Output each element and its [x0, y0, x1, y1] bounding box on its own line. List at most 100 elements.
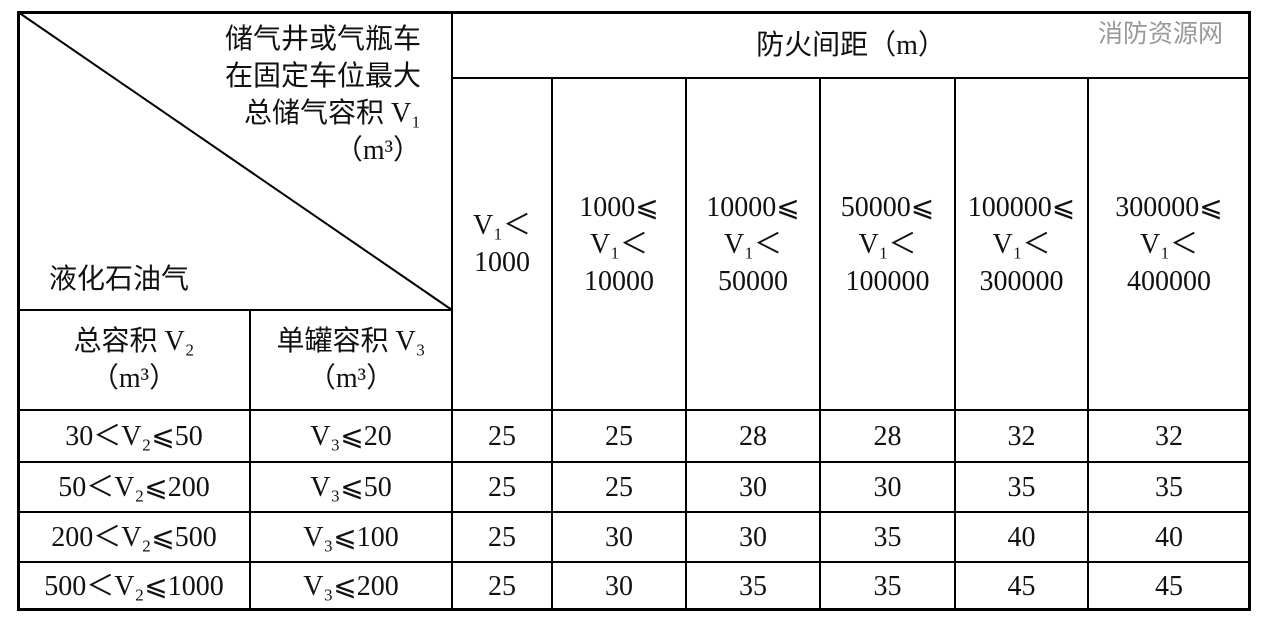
cell-text: 25: [605, 420, 633, 452]
cell-text: 35: [1155, 471, 1183, 503]
diagonal-top-text: 在固定车位最大: [224, 61, 421, 92]
cell-text: 25: [488, 471, 516, 503]
cell-text: V₃⩽200: [303, 570, 399, 602]
row-label: V₃⩽100: [250, 512, 452, 562]
cell-text: V₃⩽100: [303, 521, 399, 553]
cell-text: V₃⩽50: [310, 471, 392, 503]
cell-text: V₁＜: [473, 210, 531, 241]
row-label: V₃⩽200: [250, 562, 452, 610]
cell-text: 300000: [979, 265, 1064, 297]
table-value: 28: [820, 410, 955, 462]
cell-text: 25: [605, 471, 633, 503]
column-header: 50000⩽ V₁＜ 100000: [820, 78, 955, 410]
diagonal-bottom-text: 液化石油气: [49, 264, 190, 295]
cell-text: V₁＜: [1140, 228, 1198, 260]
row-label: 50＜V₂⩽200: [18, 462, 250, 512]
cell-text: 100000⩽: [967, 191, 1076, 223]
cell-text: V₃⩽20: [310, 420, 392, 452]
cell-text: 28: [873, 420, 902, 452]
diagonal-header: 储气井或气瓶车 在固定车位最大总储气容积 V₁ （m³） 液化石油气: [18, 12, 452, 310]
row-label: 200＜V₂⩽500: [18, 512, 250, 562]
table-value: 30: [686, 462, 820, 512]
cell-text: 40: [1007, 521, 1036, 553]
cell-text: 防火间距（m）: [756, 29, 946, 61]
cell-text: V₁＜: [590, 228, 648, 260]
watermark: 消防资源网: [1098, 19, 1224, 48]
table-value: 30: [552, 562, 686, 610]
diagonal-line: [17, 11, 453, 311]
table-value: 45: [955, 562, 1088, 610]
column-header: V₁＜ 1000: [452, 78, 552, 410]
cell-text: 400000: [1127, 265, 1211, 297]
column-header: 1000⩽ V₁＜ 10000: [552, 78, 686, 410]
cell-text: 总容积 V₂: [73, 326, 195, 357]
column-header: 10000⩽ V₁＜ 50000: [686, 78, 820, 410]
cell-text: 30: [873, 471, 902, 503]
column-header: 100000⩽ V₁＜ 300000: [955, 78, 1088, 410]
cell-text: V₁＜: [724, 228, 782, 260]
total-volume-header: 总容积 V₂ （m³）: [18, 310, 250, 410]
cell-text: 500＜V₂⩽1000: [44, 570, 224, 602]
cell-text: 30＜V₂⩽50: [65, 420, 203, 452]
cell-text: 1000⩽: [579, 191, 659, 223]
table-value: 25: [452, 512, 552, 562]
cell-text: 50＜V₂⩽200: [58, 471, 210, 503]
cell-text: （m³）: [90, 363, 178, 394]
cell-text: 1000: [474, 247, 530, 278]
table-value: 35: [955, 462, 1088, 512]
table-value: 25: [552, 462, 686, 512]
cell-text: 30: [739, 471, 767, 503]
cell-text: 45: [1007, 570, 1036, 602]
row-label: V₃⩽50: [250, 462, 452, 512]
row-label: 30＜V₂⩽50: [18, 410, 250, 462]
cell-text: 25: [488, 420, 516, 452]
table-value: 40: [955, 512, 1088, 562]
cell-text: 30: [739, 521, 767, 553]
cell-text: 50000: [718, 265, 788, 297]
single-tank-header: 单罐容积 V₃ （m³）: [250, 310, 452, 410]
cell-text: 28: [739, 420, 767, 452]
table-value: 35: [1088, 462, 1250, 512]
table-value: 35: [820, 512, 955, 562]
cell-text: 40: [1155, 521, 1183, 553]
cell-text: 10000: [584, 265, 654, 297]
table-value: 45: [1088, 562, 1250, 610]
cell-text: V₁＜: [858, 228, 917, 260]
cell-text: 30: [605, 570, 633, 602]
table-value: 40: [1088, 512, 1250, 562]
column-header: 300000⩽ V₁＜ 400000: [1088, 78, 1250, 410]
row-label: 500＜V₂⩽1000: [18, 562, 250, 610]
cell-text: 35: [873, 521, 902, 553]
cell-text: 35: [873, 570, 902, 602]
table-value: 32: [1088, 410, 1250, 462]
cell-text: 45: [1155, 570, 1183, 602]
table-value: 30: [820, 462, 955, 512]
table-value: 30: [552, 512, 686, 562]
table-value: 25: [452, 410, 552, 462]
table-value: 25: [552, 410, 686, 462]
cell-text: 35: [1007, 471, 1036, 503]
cell-text: 50000⩽: [840, 191, 935, 223]
cell-text: V₁＜: [992, 228, 1051, 260]
table-value: 35: [686, 562, 820, 610]
table-value: 25: [452, 462, 552, 512]
cell-text: 10000⩽: [706, 191, 800, 223]
table-value: 32: [955, 410, 1088, 462]
cell-text: 25: [488, 570, 516, 602]
cell-text: 单罐容积 V₃: [276, 326, 426, 357]
cell-text: 32: [1155, 420, 1183, 452]
table-value: 35: [820, 562, 955, 610]
cell-text: 100000: [845, 265, 930, 297]
cell-text: （m³）: [307, 363, 395, 394]
cell-text: 30: [605, 521, 633, 553]
cell-text: 35: [739, 570, 767, 602]
diagonal-top-text: 总储气容积 V₁: [244, 98, 421, 129]
row-label: V₃⩽20: [250, 410, 452, 462]
diagonal-top-text: （m³）: [334, 135, 421, 166]
diagonal-top-text: 储气井或气瓶车: [224, 24, 421, 55]
table-value: 28: [686, 410, 820, 462]
cell-text: 32: [1007, 420, 1036, 452]
cell-text: 25: [488, 521, 516, 553]
